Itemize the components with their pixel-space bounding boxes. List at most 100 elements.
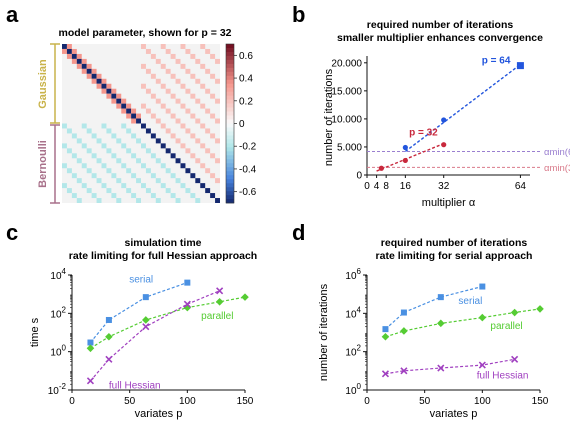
heatmap-cell (131, 193, 137, 199)
colorbar-segment (226, 155, 234, 160)
series-line (385, 308, 541, 338)
heatmap-cell (205, 168, 211, 174)
colorbar-tick-label: 0.4 (239, 74, 253, 85)
data-point (87, 339, 94, 346)
heatmap-cell (131, 153, 137, 159)
heatmap-cell (111, 98, 117, 104)
panel-label-a: a (6, 2, 19, 27)
heatmap-cell (195, 138, 201, 144)
heatmap-cell (106, 128, 112, 134)
colorbar-tick-label: -0.4 (239, 164, 257, 175)
heatmap-cell (62, 123, 67, 129)
series-fit-line (376, 142, 444, 172)
data-point (184, 279, 191, 286)
heatmap-cell (175, 158, 181, 164)
heatmap-cell (155, 158, 161, 164)
heatmap-cell (215, 58, 220, 64)
data-point (402, 157, 408, 164)
heatmap-cell (185, 108, 191, 114)
data-point (437, 294, 444, 301)
data-point (382, 326, 389, 333)
heatmap-cell (160, 123, 166, 129)
heatmap-cell (175, 198, 181, 203)
heatmap-cell (195, 98, 201, 104)
heatmap-cell (116, 93, 122, 99)
x-tick-label: 0 (69, 396, 75, 407)
heatmap-cell (76, 198, 82, 203)
heatmap-cell (210, 133, 216, 139)
y-tick-label: 100 (50, 344, 66, 359)
heatmap-cell (145, 48, 151, 54)
data-point (215, 297, 224, 306)
x-tick-label: 50 (124, 396, 136, 407)
series-label: parallel (490, 321, 522, 332)
data-point (241, 293, 249, 301)
heatmap-cell (190, 53, 196, 59)
data-point (86, 377, 95, 385)
heatmap-cell (170, 133, 176, 139)
heatmap-cell (66, 128, 72, 134)
y-tick-label: 10.000 (331, 114, 362, 125)
heatmap-cell (165, 188, 171, 194)
data-point (381, 332, 390, 341)
series-label: full Hessian (109, 380, 161, 391)
heatmap-cell (81, 63, 87, 69)
colorbar-segment (226, 55, 234, 61)
series-line (90, 296, 246, 349)
colorbar-segment (226, 91, 234, 96)
heatmap-cell (81, 163, 87, 169)
heatmap-cell (145, 68, 151, 74)
colorbar-segment (226, 191, 234, 196)
heatmap-cell (141, 183, 146, 189)
data-point (516, 62, 524, 70)
heatmap-cell (150, 53, 156, 59)
heatmap-cell (91, 173, 97, 179)
y-tick-label: 15.000 (331, 86, 362, 97)
heatmap-cell (215, 118, 220, 124)
x-axis-label: multiplier α (422, 197, 476, 209)
heatmap-cell (215, 158, 220, 164)
heatmap-cell (136, 138, 141, 144)
heatmap-cell (160, 143, 166, 149)
data-point (400, 367, 408, 375)
heatmap-cell (141, 83, 146, 89)
chart-title: required number of iterations (381, 237, 528, 249)
heatmap-cell (86, 63, 92, 69)
heatmap-cell (101, 78, 107, 84)
colorbar-tick-label: -0.2 (239, 142, 257, 153)
colorbar-tick-label: 0.6 (239, 51, 253, 62)
data-point (536, 305, 544, 313)
heatmap-cell (106, 168, 112, 174)
heatmap-cell (210, 193, 216, 199)
heatmap-cell (210, 153, 216, 159)
colorbar-segment (226, 143, 234, 148)
heatmap-cell (141, 163, 146, 169)
chart-title: required number of iterations (367, 19, 514, 31)
colorbar-segment (226, 107, 234, 112)
heatmap-cell (66, 168, 72, 174)
heatmap-cell (106, 88, 112, 94)
heatmap-cell (165, 68, 171, 74)
colorbar-segment (226, 187, 234, 192)
colorbar-segment (226, 79, 234, 85)
heatmap-cell (91, 73, 97, 79)
series-1: parallel (381, 305, 544, 341)
data-point (400, 327, 408, 335)
heatmap-cell (175, 118, 181, 124)
heatmap-cell (126, 113, 132, 119)
chart-title: simulation time (124, 237, 201, 249)
heatmap-cell (106, 93, 112, 99)
heatmap-cell (121, 108, 127, 114)
heatmap-cell (106, 148, 112, 154)
reference-line-label: αmin(32) (544, 163, 570, 174)
heatmap-cell (126, 103, 132, 109)
heatmap-cell (111, 153, 117, 159)
heatmap-cell (150, 173, 156, 179)
heatmap-cell (111, 88, 117, 94)
heatmap-cell (116, 138, 122, 144)
heatmap-cell (170, 153, 176, 159)
